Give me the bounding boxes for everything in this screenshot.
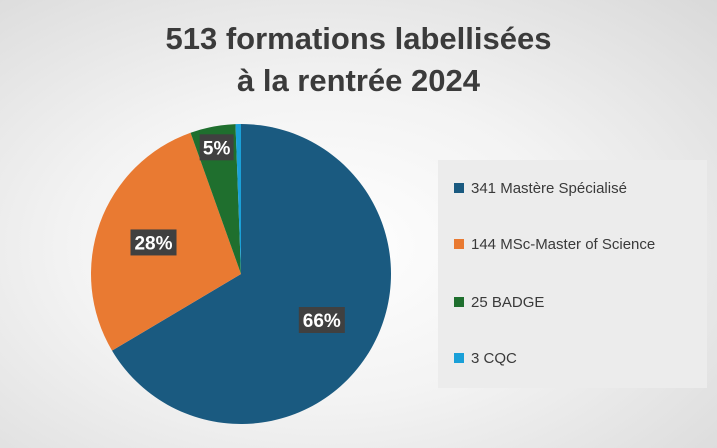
data-label-box-msc [130,229,177,256]
legend-label-cqc: 3 CQC [471,349,517,367]
pie-slice-cqc [235,124,241,274]
pie-slice-mastere-specialise [112,124,391,424]
legend-swatch-badge [454,297,464,307]
legend-label-badge: 25 BADGE [471,293,545,311]
chart-title-line-1: 513 formations labellisées [165,21,552,56]
chart-title-line-2: à la rentrée 2024 [236,63,480,98]
legend-label-mastere-specialise: 341 Mastère Spécialisé [471,179,627,197]
data-label-msc: 28% [134,233,172,254]
legend-swatch-cqc [454,353,464,363]
legend-item-badge: 25 BADGE [454,292,544,312]
legend-item-msc: 144 MSc-Master of Science [454,234,655,254]
legend-label-msc: 144 MSc-Master of Science [471,235,656,253]
legend-item-mastere-specialise: 341 Mastère Spécialisé [454,178,627,198]
data-label-badge: 5% [203,138,231,159]
legend-item-cqc: 3 CQC [454,348,517,368]
pie-slice-badge [190,124,241,274]
legend-swatch-mastere-specialise [454,183,464,193]
chart-legend: 341 Mastère Spécialisé 144 MSc-Master of… [438,160,707,388]
data-label-box-badge [199,134,234,161]
data-label-mastere-specialise: 66% [303,311,341,332]
data-label-box-mastere-specialise [298,307,345,334]
chart-title: 513 formations labellisées à la rentrée … [0,18,717,102]
legend-swatch-msc [454,239,464,249]
